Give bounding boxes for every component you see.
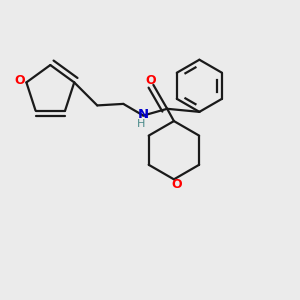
Text: O: O	[171, 178, 182, 191]
Text: O: O	[146, 74, 156, 87]
Text: O: O	[14, 74, 25, 87]
Text: N: N	[138, 107, 149, 121]
Text: H: H	[137, 119, 146, 129]
